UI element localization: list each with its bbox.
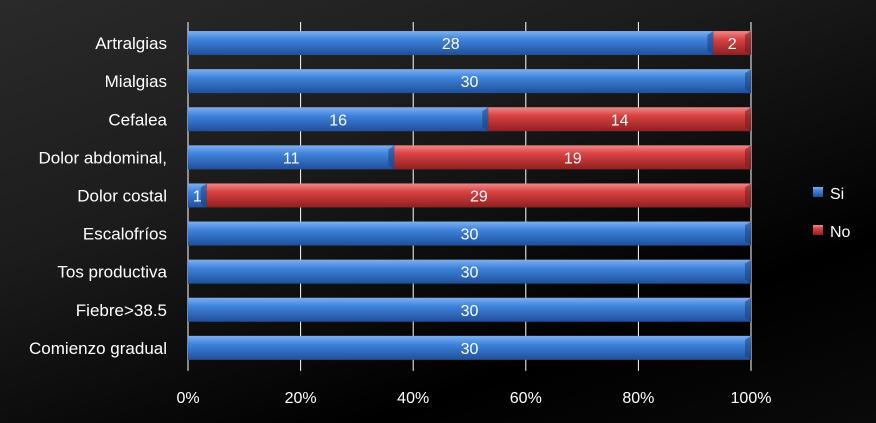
legend-item-no: No <box>813 224 851 241</box>
category-label: Tos productiva <box>57 263 167 282</box>
legend-label: Si <box>830 186 844 203</box>
legend-item-si: Si <box>813 186 844 203</box>
bar-cap <box>745 221 751 246</box>
x-tick-label: 60% <box>510 390 542 407</box>
category-label: Artralgias <box>95 34 167 53</box>
bar-no <box>206 183 751 208</box>
x-tick-label: 0% <box>176 390 199 407</box>
legend-swatch <box>813 187 823 197</box>
bar-no <box>488 107 751 132</box>
bar-si <box>188 145 395 170</box>
bar-cap <box>745 297 751 322</box>
category-label: Cefalea <box>108 110 167 129</box>
data-label: 30 <box>461 303 479 320</box>
x-tick-label: 40% <box>397 390 429 407</box>
data-label: 30 <box>461 341 479 358</box>
data-label: 19 <box>564 150 582 167</box>
category-label: Mialgias <box>105 72 167 91</box>
bar-cap <box>707 31 714 56</box>
x-tick-label: 100% <box>731 390 772 407</box>
bar-si <box>188 297 751 322</box>
bar-no <box>713 31 751 56</box>
bar-si <box>188 221 751 246</box>
x-tick-label: 20% <box>285 390 317 407</box>
data-label: 16 <box>329 112 347 129</box>
legend-swatch <box>813 225 823 235</box>
bar-no <box>394 145 751 170</box>
bar-cap <box>200 183 207 208</box>
data-label: 11 <box>283 150 300 167</box>
data-label: 28 <box>442 36 460 53</box>
bar-si <box>188 31 714 56</box>
legend-label: No <box>830 224 851 241</box>
bar-cap <box>745 259 751 284</box>
data-label: 1 <box>193 188 202 205</box>
bar-si <box>188 259 751 284</box>
bar-cap <box>388 145 395 170</box>
bar-cap <box>482 107 489 132</box>
bar-cap <box>745 107 751 132</box>
x-tick-label: 80% <box>622 390 654 407</box>
data-label: 30 <box>461 74 479 91</box>
bar-cap <box>745 69 751 94</box>
data-label: 29 <box>470 188 488 205</box>
bar-cap <box>745 335 751 360</box>
bar-cap <box>745 31 751 56</box>
category-label: Comienzo gradual <box>29 339 167 358</box>
data-label: 2 <box>728 36 737 53</box>
category-label: Dolor abdominal, <box>38 148 167 167</box>
bar-cap <box>745 183 751 208</box>
category-label: Fiebre>38.5 <box>76 301 167 320</box>
data-label: 30 <box>461 265 479 282</box>
bar-si <box>188 69 751 94</box>
category-label: Dolor costal <box>77 186 167 205</box>
data-label: 30 <box>461 227 479 244</box>
bar-cap <box>745 145 751 170</box>
category-label: Escalofríos <box>83 225 167 244</box>
bar-si <box>188 335 751 360</box>
bar-si <box>188 107 489 132</box>
data-label: 14 <box>611 112 629 129</box>
